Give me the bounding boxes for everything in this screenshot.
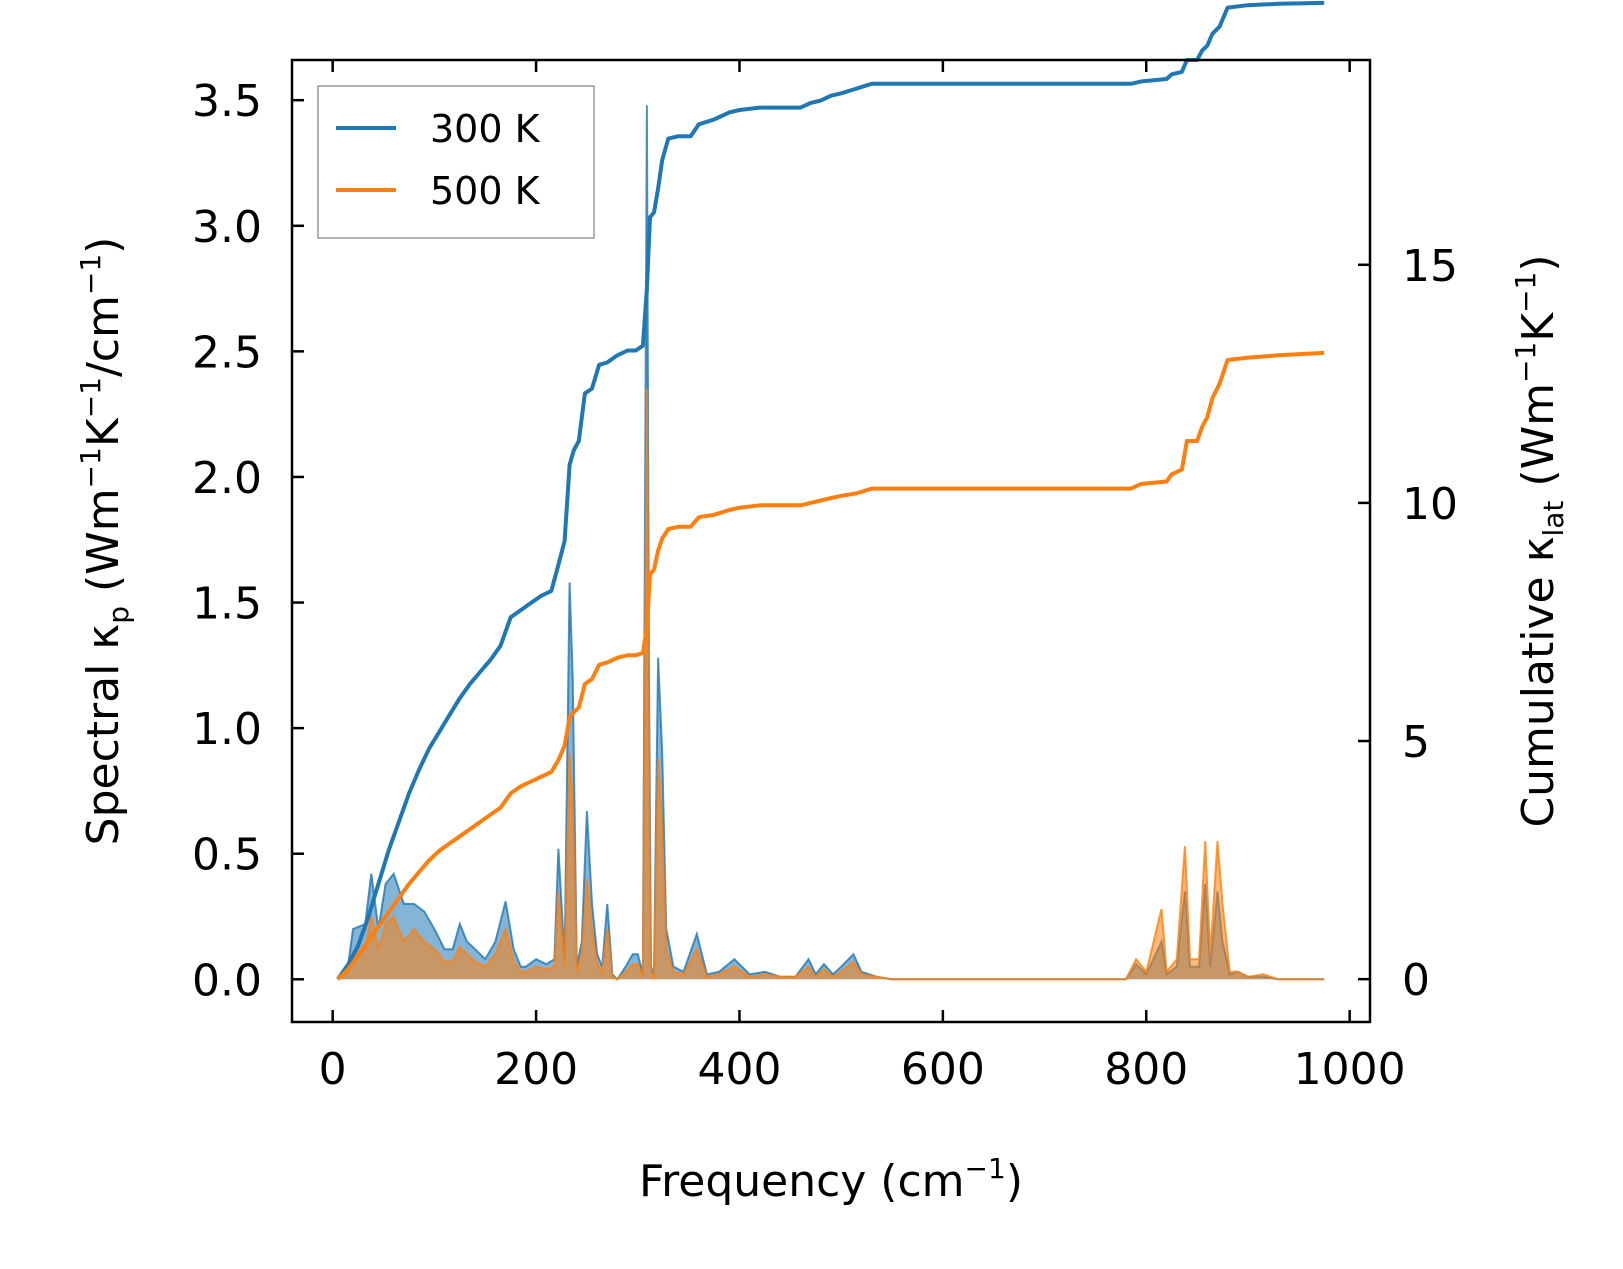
x-axis-label: Frequency (cm−1) xyxy=(639,1152,1023,1207)
y-right-tick-label: 5 xyxy=(1402,717,1430,768)
tick-layer: 0 200 400 600 800 1000 0.0 0.5 1.0 1.5 2.0 2.5 3.0 3.… xyxy=(192,60,1458,1095)
x-tick-label: 1000 xyxy=(1294,1044,1406,1095)
cumulative-line-500k xyxy=(336,350,1325,981)
cumulative-line-300k xyxy=(336,0,1325,981)
y-left-tick-label: 1.0 xyxy=(192,704,262,755)
cumulative-line-layer xyxy=(336,0,1325,981)
y-left-tick-label: 3.0 xyxy=(192,202,262,253)
y-left-tick-label: 1.5 xyxy=(192,579,262,630)
x-tick-label: 0 xyxy=(319,1044,347,1095)
y-right-tick-label: 10 xyxy=(1402,479,1458,530)
y-right-tick-label: 15 xyxy=(1402,241,1458,292)
x-tick-label: 400 xyxy=(697,1044,781,1095)
x-tick-label: 600 xyxy=(901,1044,985,1095)
legend: 300 K 500 K xyxy=(317,85,595,239)
legend-box xyxy=(317,85,595,239)
spectral-area-layer xyxy=(337,105,1325,981)
y-left-tick-label: 0.0 xyxy=(192,955,262,1006)
spectral-line-500k xyxy=(337,388,1325,981)
spectral-area-500k xyxy=(337,389,1325,980)
legend-label-300k: 300 K xyxy=(430,107,541,151)
x-tick-label: 200 xyxy=(494,1044,578,1095)
plot-frame xyxy=(290,58,1372,1024)
left-y-axis-label: Spectral κp (Wm−1K−1/cm−1) xyxy=(74,237,135,846)
y-left-tick-label: 2.0 xyxy=(192,453,262,504)
legend-label-500k: 500 K xyxy=(430,169,541,213)
y-left-tick-label: 0.5 xyxy=(192,830,262,881)
y-left-tick-label: 3.5 xyxy=(192,76,262,127)
y-right-tick-label: 0 xyxy=(1402,955,1430,1006)
x-tick-label: 800 xyxy=(1104,1044,1188,1095)
y-left-tick-label: 2.5 xyxy=(192,327,262,378)
right-y-axis-label: Cumulative κlat (Wm−1K−1) xyxy=(1509,254,1570,827)
